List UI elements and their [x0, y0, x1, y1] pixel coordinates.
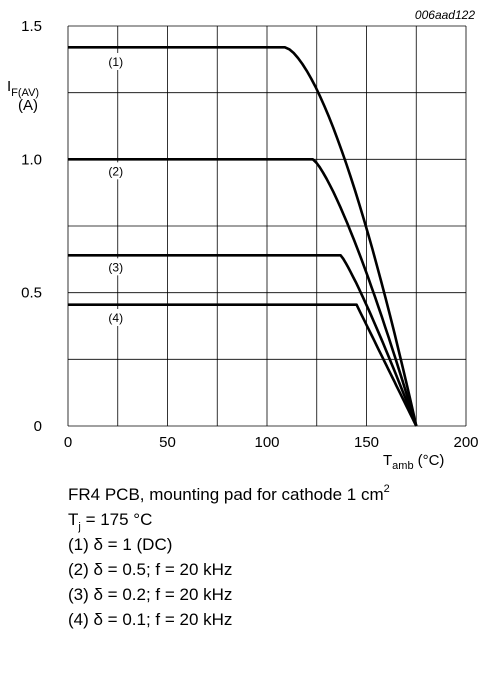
- series-label-background: [101, 258, 130, 276]
- y-axis-subscript: F(AV): [11, 87, 39, 99]
- x-tick-label: 50: [159, 434, 176, 451]
- pcb-condition: FR4 PCB, mounting pad for cathode 1 cm2: [68, 482, 486, 507]
- x-axis-subscript: amb: [392, 460, 413, 472]
- y-tick-label: 0.5: [21, 285, 42, 302]
- svg-text:Tamb(°C): Tamb (°C): [383, 452, 444, 472]
- grid: [67, 25, 467, 427]
- x-tick-label: 150: [354, 434, 379, 451]
- y-axis-symbol: I: [7, 78, 11, 95]
- curve-labels: (1) (2) (3) (4): [101, 53, 130, 326]
- series-label-4: (4): [108, 311, 123, 325]
- derating-chart: (1) (2) (3) (4) 0 50 100 150 200 0 0.5 1.0 1.5 006a…: [7, 8, 479, 472]
- series-label-1: (1): [108, 55, 123, 69]
- series-line-4: [68, 303, 418, 427]
- figure-id: 006aad122: [415, 8, 475, 22]
- y-axis-unit: (A): [18, 97, 38, 114]
- legend-item-2: (2) δ = 0.5; f = 20 kHz: [68, 560, 233, 579]
- x-axis-symbol: T: [383, 452, 392, 469]
- pcb-condition-text: FR4 PCB, mounting pad for cathode 1 cm: [68, 485, 384, 504]
- svg-text:IF(AV): IF(AV): [7, 78, 39, 99]
- series-label-background: [101, 53, 130, 70]
- y-tick-label: 1.0: [21, 151, 42, 168]
- legend-item-4: (4) δ = 0.1; f = 20 kHz: [68, 610, 233, 629]
- junction-temperature: Tj = 175 °C: [68, 507, 486, 533]
- tick-labels: 0 50 100 150 200 0 0.5 1.0 1.5: [21, 18, 478, 451]
- y-axis-title: IF(AV) (A): [7, 78, 39, 114]
- pcb-condition-exponent: 2: [383, 483, 390, 495]
- tj-subscript: j: [78, 521, 81, 533]
- series-line-3: [68, 254, 418, 427]
- y-tick-label: 0: [34, 418, 42, 435]
- series-label-background: [101, 162, 130, 180]
- x-tick-label: 200: [453, 434, 478, 451]
- x-axis-unit: (°C): [418, 452, 445, 469]
- series-label-3: (3): [108, 260, 123, 274]
- legend-item-3: (3) δ = 0.2; f = 20 kHz: [68, 585, 233, 604]
- series-label-2: (2): [108, 164, 123, 178]
- tj-symbol: T: [68, 510, 79, 529]
- x-axis-title: Tamb (°C): [383, 452, 444, 472]
- series-line-1: [68, 46, 418, 427]
- curves: [68, 46, 418, 427]
- x-tick-label: 0: [64, 434, 72, 451]
- conditions-block: FR4 PCB, mounting pad for cathode 1 cm2 …: [68, 482, 486, 632]
- series-line-2: [68, 158, 418, 427]
- x-tick-label: 100: [254, 434, 279, 451]
- legend-item-1: (1) δ = 1 (DC): [68, 535, 173, 554]
- y-tick-label: 1.5: [21, 18, 42, 35]
- tj-value: = 175 °C: [80, 510, 153, 529]
- series-label-background: [101, 309, 130, 326]
